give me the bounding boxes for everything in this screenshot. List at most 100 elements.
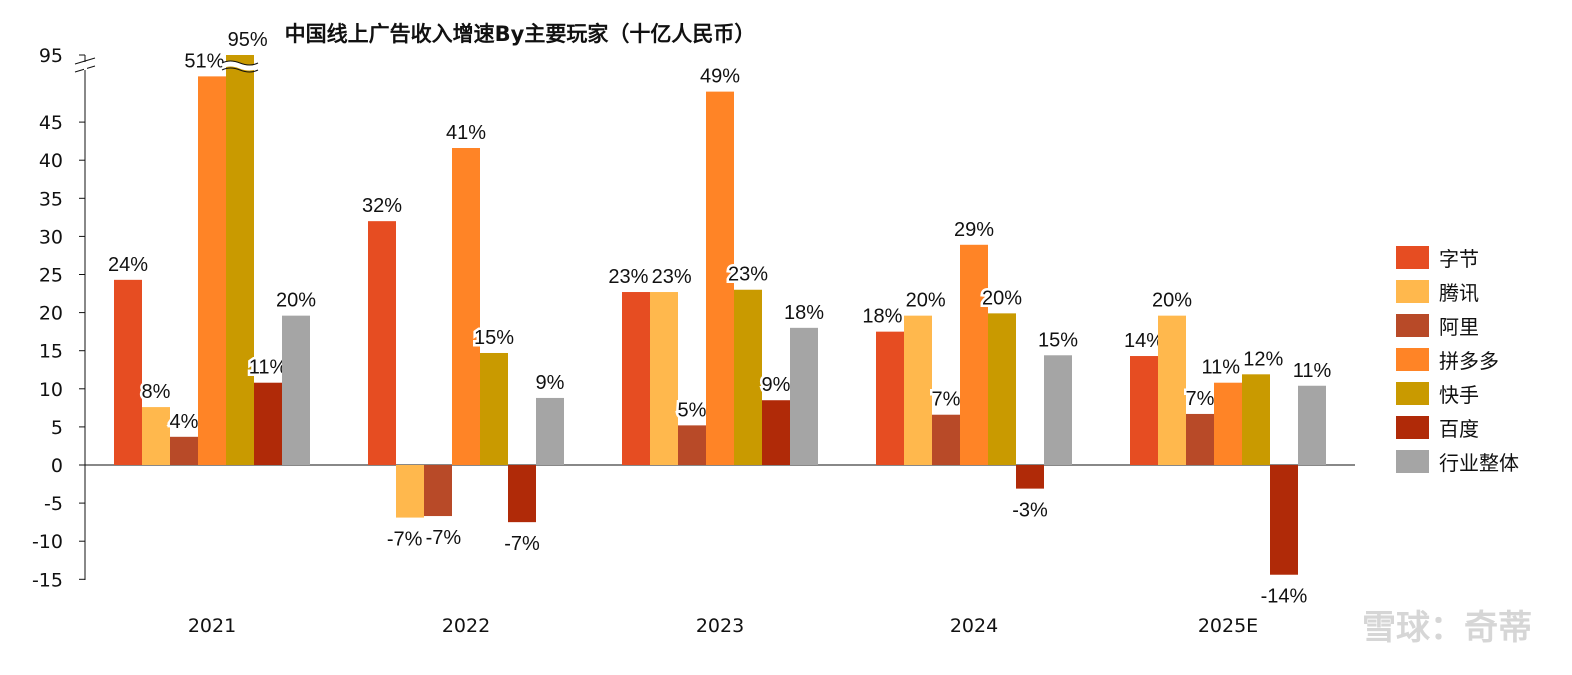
y-tick-label: 25 [39,265,63,287]
data-label: 4% [170,411,199,433]
bar [876,331,904,465]
legend-label: 行业整体 [1439,450,1519,475]
data-label: 95% [228,29,268,51]
data-label: 7% [932,389,961,411]
y-tick-label: -15 [32,569,63,591]
bar [678,425,706,465]
data-label: 18% [862,306,902,328]
y-tick-label: 15 [39,341,63,363]
bar [1186,413,1214,465]
chart-title: 中国线上广告收入增速By主要玩家（十亿人民币） [284,22,756,46]
data-label: 12% [1243,348,1283,370]
bar [932,414,960,465]
bar [622,292,650,465]
data-label: 18% [784,302,824,324]
bar [904,315,932,465]
bar [734,289,762,465]
data-label: 23% [652,266,692,288]
bar [650,292,678,465]
data-label: -7% [387,529,423,551]
data-label: 20% [982,287,1022,309]
bar [480,352,508,465]
bar [396,465,424,518]
legend-item: 腾讯 [1396,274,1519,308]
data-label: -7% [504,533,540,555]
bar [508,465,536,523]
x-tick-label: 2025E [1198,615,1258,637]
y-tick-label: 40 [39,150,63,172]
x-tick-label: 2024 [950,615,998,637]
data-label: 20% [906,290,946,312]
data-label: 15% [1038,329,1078,351]
legend-label: 拼多多 [1439,348,1499,373]
data-label: -14% [1261,586,1308,608]
y-tick-label: 35 [39,188,63,210]
data-label: 11% [1201,357,1240,379]
bar [170,436,198,465]
bar [1158,315,1186,465]
data-label: 11% [1293,360,1332,382]
legend-swatch [1396,449,1429,473]
data-label: 9% [536,372,565,394]
legend-swatch [1396,347,1429,371]
legend-swatch [1396,381,1429,405]
data-label: 29% [954,219,994,241]
bar [706,91,734,466]
legend-label: 阿里 [1439,314,1479,339]
bar [762,400,790,465]
bar [1214,382,1242,465]
bar [790,327,818,465]
legend-swatch [1396,245,1429,269]
legend-swatch [1396,313,1429,337]
legend-item: 快手 [1396,376,1519,410]
bar [114,279,142,465]
data-label: 8% [142,381,171,403]
bar [536,397,564,465]
legend-item: 拼多多 [1396,342,1519,376]
bar-break-mark [221,60,259,73]
data-label: -3% [1012,500,1048,522]
bar [368,221,396,465]
legend-swatch [1396,279,1429,303]
axis-break-mark [74,57,96,65]
bar [424,465,452,517]
data-label: 23% [728,264,768,286]
data-label: 9% [762,374,791,396]
data-label: 24% [108,254,148,276]
bar [960,244,988,465]
y-tick-label: -5 [44,493,63,515]
legend: 字节 腾讯 阿里 拼多多 快手 百度 行业整体 [1396,240,1519,478]
legend-item: 行业整体 [1396,444,1519,478]
y-tick-label: -10 [32,531,63,553]
legend-swatch [1396,415,1429,439]
bar [1016,465,1044,489]
bar [1270,465,1298,575]
y-tick-label: 20 [39,303,63,325]
bar [198,76,226,465]
data-label: 41% [446,122,486,144]
bar-break-mark [220,61,260,71]
y-tick-label: 5 [51,417,63,439]
bar [282,315,310,465]
bar [254,382,282,465]
axis-break-gap [84,62,87,70]
y-tick-label: 10 [39,379,63,401]
bar [1044,355,1072,465]
bar [988,313,1016,465]
legend-item: 百度 [1396,410,1519,444]
bar [1298,385,1326,465]
x-tick-label: 2023 [696,615,744,637]
bar [1130,356,1158,465]
data-label: -7% [426,527,462,549]
bar [142,407,170,465]
y-tick-label: 95 [39,45,63,67]
bar [226,55,254,465]
data-label: 20% [1152,290,1192,312]
y-tick-label: 30 [39,226,63,248]
data-label: 5% [678,399,707,421]
data-label: 23% [608,266,648,288]
data-label: 11% [249,357,288,379]
legend-label: 快手 [1439,382,1479,407]
